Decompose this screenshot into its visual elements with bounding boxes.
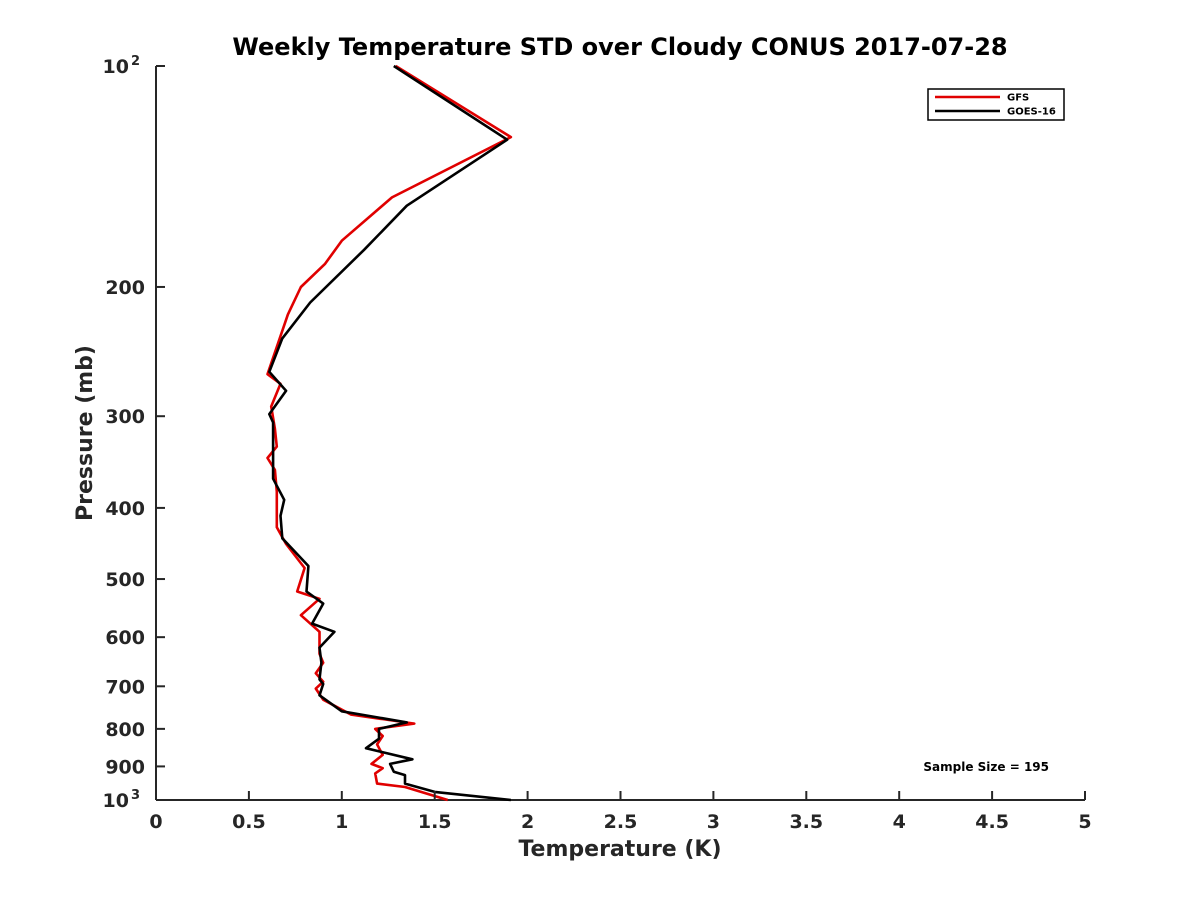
y-tick-label: 700 — [105, 676, 145, 698]
legend: GFS GOES-16 — [927, 88, 1065, 121]
x-tick-label: 0 — [149, 811, 162, 833]
y-tick-label: 200 — [105, 277, 145, 299]
x-tick-label: 1 — [335, 811, 348, 833]
x-tick-label: 3 — [707, 811, 720, 833]
sample-size-annotation: Sample Size = 195 — [923, 760, 1049, 774]
x-tick-label: 0.5 — [232, 811, 266, 833]
x-tick-label: 4 — [893, 811, 906, 833]
y-tick-label: 300 — [105, 406, 145, 428]
y-tick-label: 400 — [105, 498, 145, 520]
series-line-goes-16 — [267, 64, 512, 802]
y-tick-label-base: 10 — [103, 56, 129, 78]
x-tick-label: 2 — [521, 811, 534, 833]
x-tick-label: 4.5 — [975, 811, 1009, 833]
y-tick-label: 500 — [105, 569, 145, 591]
y-tick-label: 900 — [105, 756, 145, 778]
y-tick-label-exponent: 3 — [131, 788, 140, 803]
y-tick-label-base: 10 — [103, 790, 129, 812]
x-tick-label: 3.5 — [789, 811, 823, 833]
y-tick-label: 800 — [105, 719, 145, 741]
y-tick-label-exponent: 2 — [131, 54, 140, 69]
legend-box — [927, 88, 1065, 121]
y-axis-label: Pressure (mb) — [73, 345, 98, 521]
legend-label: GOES-16 — [1007, 107, 1056, 118]
chart-title: Weekly Temperature STD over Cloudy CONUS… — [232, 33, 1007, 61]
legend-label: GFS — [1007, 93, 1029, 104]
series-layer — [266, 64, 513, 802]
x-tick-label: 5 — [1078, 811, 1091, 833]
x-tick-label: 2.5 — [604, 811, 638, 833]
plot-area — [155, 66, 1085, 801]
x-axis-label: Temperature (K) — [518, 837, 721, 862]
series-line-gfs — [266, 64, 513, 802]
x-axis-ticks: 0 0.5 1 1.5 2 2.5 3 3.5 4 4.5 5 — [149, 791, 1092, 833]
y-tick-label: 600 — [105, 627, 145, 649]
x-tick-label: 1.5 — [418, 811, 452, 833]
